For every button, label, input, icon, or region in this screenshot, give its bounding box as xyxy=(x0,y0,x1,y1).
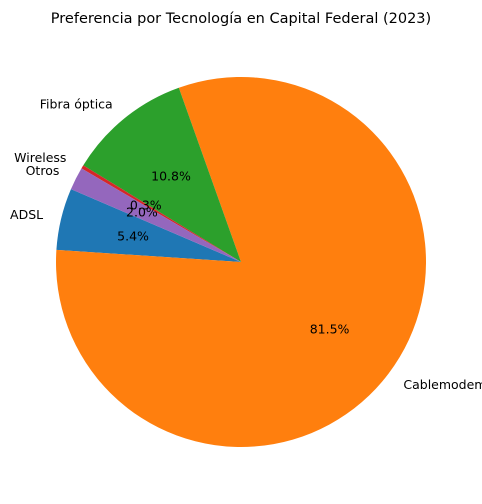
pie-labels: ADSL 5.4% Cablemodem 81.5% Fibra óptica 10.8%… xyxy=(10,97,482,393)
slice-label-fibra-optica: Fibra óptica xyxy=(40,97,113,112)
pie-slice-adsl xyxy=(56,189,242,262)
pie-slice-otros xyxy=(70,168,242,262)
pie-slice-cablemodem xyxy=(56,76,427,447)
slice-label-otros: Otros xyxy=(26,163,60,178)
pie-slices xyxy=(56,76,427,447)
pct-label-fibra-optica: 10.8% xyxy=(151,168,191,183)
pie-slice-fibra-optica xyxy=(83,87,241,262)
slice-label-cablemodem: Cablemodem xyxy=(403,377,482,392)
pct-label-wireless: 0.3% xyxy=(130,197,162,212)
slice-label-wireless: Wireless xyxy=(14,150,66,165)
pie-slice-wireless xyxy=(81,165,242,262)
pct-label-adsl: 5.4% xyxy=(117,229,149,244)
chart-title: Preferencia por Tecnología en Capital Fe… xyxy=(51,11,431,27)
pct-label-cablemodem: 81.5% xyxy=(310,321,350,336)
slice-label-adsl: ADSL xyxy=(10,207,43,222)
pct-label-otros: 2.0% xyxy=(126,204,158,219)
